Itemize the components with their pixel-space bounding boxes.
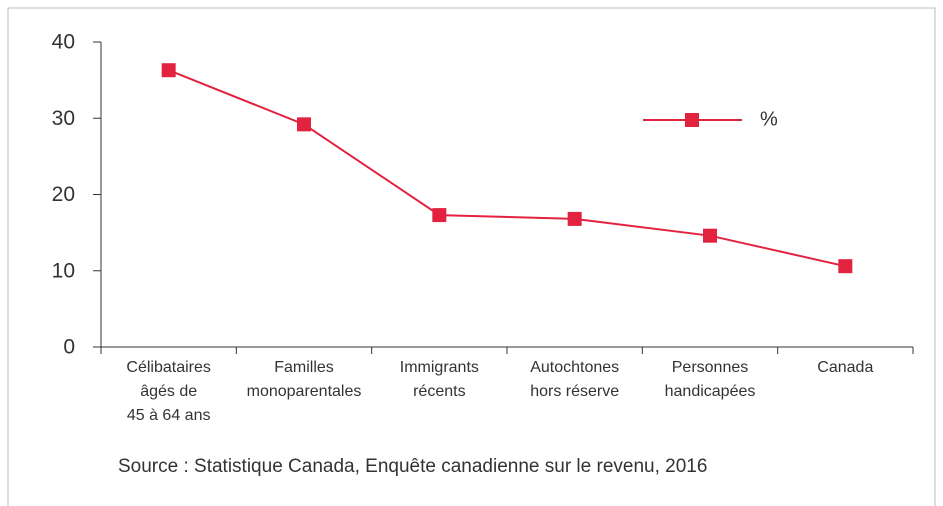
y-tick-label: 20 (52, 183, 75, 206)
legend-label: % (760, 108, 778, 130)
x-tick-label: Immigrants (400, 359, 479, 376)
frame (7, 7, 936, 506)
x-tick-label: Personnes (672, 359, 749, 376)
x-tick-label: 45 à 64 ans (127, 407, 211, 424)
marker (567, 211, 582, 226)
x-tick-label: Canada (817, 359, 873, 376)
marker (297, 117, 311, 132)
y-tick-label: 40 (52, 31, 75, 54)
marker (703, 228, 717, 243)
x-tick-label: hors réserve (530, 383, 619, 400)
y-tick-label: 10 (52, 259, 75, 282)
marker (838, 259, 853, 274)
source-note: Source : Statistique Canada, Enquête can… (118, 456, 707, 477)
legend-marker (685, 113, 699, 127)
marker (161, 63, 176, 78)
x-tick-label: Célibataires (126, 359, 210, 376)
y-tick-label: 0 (63, 336, 75, 359)
x-tick-label: récents (413, 383, 465, 400)
line (168, 69, 846, 268)
x-tick-label: âgés de (140, 383, 197, 400)
x-tick-label: handicapées (665, 383, 756, 400)
x-tick-label: Familles (274, 359, 334, 376)
x-tick-label: monoparentales (247, 383, 362, 400)
marker (432, 208, 447, 223)
x-tick-label: Autochtones (530, 359, 619, 376)
y-tick-label: 30 (52, 107, 75, 130)
